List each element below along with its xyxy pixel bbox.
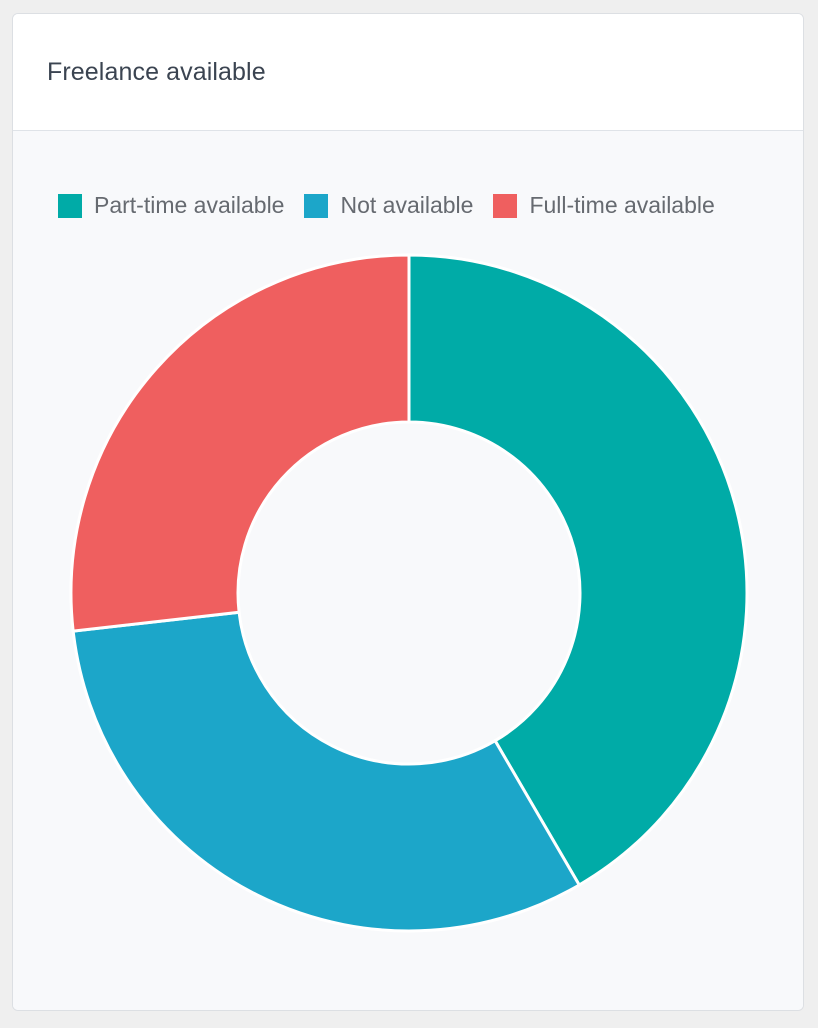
legend-item-part-time[interactable]: Part-time available — [58, 192, 284, 219]
chart-legend: Part-time available Not available Full-t… — [58, 192, 735, 219]
legend-label-part-time: Part-time available — [94, 192, 285, 218]
freelance-card: Freelance available Part-time available … — [12, 13, 804, 1011]
legend-item-full-time[interactable]: Full-time available — [493, 192, 715, 219]
legend-swatch-not-available — [304, 193, 329, 218]
legend-swatch-full-time — [493, 193, 518, 218]
card-header: Freelance available — [13, 14, 803, 131]
legend-label-not-available: Not available — [340, 192, 474, 218]
legend-label-full-time: Full-time available — [529, 192, 715, 218]
donut-chart — [69, 253, 749, 933]
slice-full-time[interactable] — [69, 253, 411, 633]
slice-part-time[interactable] — [407, 253, 749, 888]
legend-swatch-part-time — [58, 193, 82, 218]
chart-area: Part-time available Not available Full-t… — [13, 131, 803, 1010]
card-title: Freelance available — [47, 58, 266, 86]
legend-item-not-available[interactable]: Not available — [304, 192, 473, 219]
slice-not-available[interactable] — [71, 610, 582, 933]
